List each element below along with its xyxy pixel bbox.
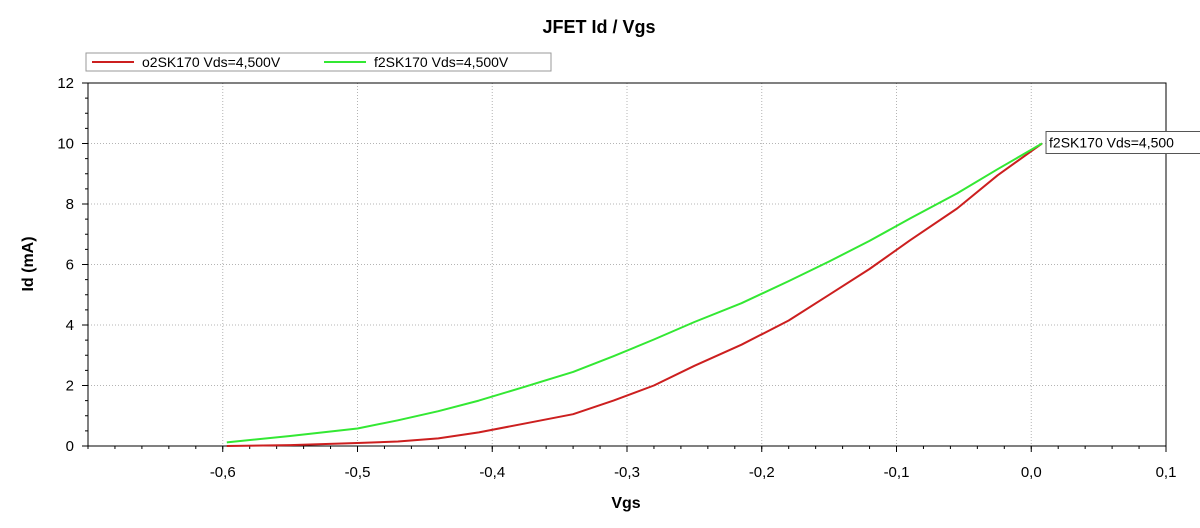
y-tick-label: 8 bbox=[66, 196, 74, 213]
x-tick-label: -0,4 bbox=[479, 464, 505, 481]
x-axis-label: Vgs bbox=[611, 495, 640, 512]
y-tick-label: 10 bbox=[57, 136, 74, 153]
x-tick-label: -0,3 bbox=[614, 464, 640, 481]
x-tick-label: -0,1 bbox=[884, 464, 910, 481]
legend-label-f2sk170: f2SK170 Vds=4,500V bbox=[374, 54, 509, 70]
ticks: -0,6 -0,5 -0,4 -0,3 -0,2 -0,1 0,0 0,1 0 2 4 6 8 10 12 bbox=[57, 75, 1176, 481]
grid bbox=[88, 83, 1166, 446]
y-axis-label: Id (mA) bbox=[20, 236, 37, 291]
x-tick-label: -0,5 bbox=[345, 464, 371, 481]
y-tick-label: 4 bbox=[66, 317, 74, 334]
annotation-label: f2SK170 Vds=4,500 bbox=[1049, 135, 1174, 151]
legend: o2SK170 Vds=4,500V f2SK170 Vds=4,500V bbox=[85, 52, 552, 72]
y-tick-label: 6 bbox=[66, 257, 74, 274]
y-tick-label: 2 bbox=[66, 378, 74, 395]
series-line-f2sk170 bbox=[226, 142, 1043, 444]
series-annotation: f2SK170 Vds=4,500 bbox=[1045, 131, 1200, 154]
y-tick-label: 12 bbox=[57, 75, 74, 92]
series-line-o2sk170 bbox=[226, 142, 1043, 447]
series-lines bbox=[226, 142, 1043, 447]
chart-title: JFET Id / Vgs bbox=[542, 17, 655, 37]
y-tick-label: 0 bbox=[66, 438, 74, 455]
x-tick-label: 0,1 bbox=[1156, 464, 1177, 481]
legend-box bbox=[85, 52, 552, 72]
annotation-box bbox=[1045, 131, 1200, 154]
x-tick-label: -0,2 bbox=[749, 464, 775, 481]
x-tick-label: -0,6 bbox=[210, 464, 236, 481]
legend-label-o2sk170: o2SK170 Vds=4,500V bbox=[142, 54, 281, 70]
x-tick-label: 0,0 bbox=[1021, 464, 1042, 481]
